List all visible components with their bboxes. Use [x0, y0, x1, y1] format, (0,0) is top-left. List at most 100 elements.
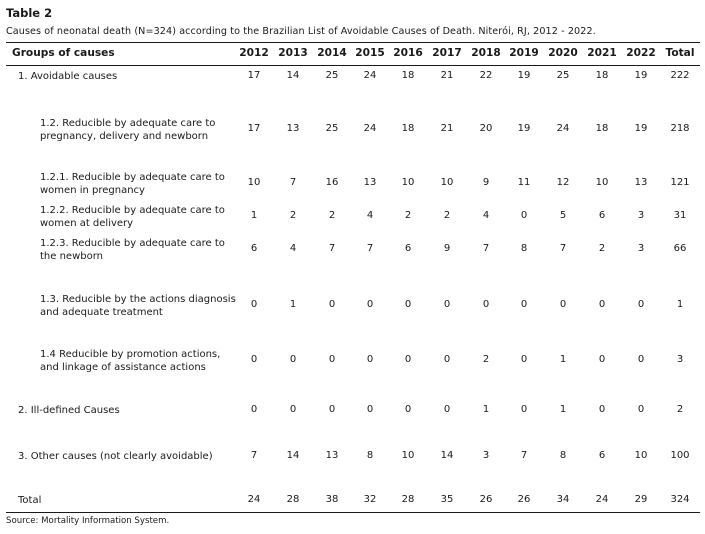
table-cell-2018: 4 — [482, 210, 490, 221]
table-cell-2022: 0 — [637, 404, 645, 415]
table-cell-2017: 9 — [443, 243, 451, 254]
table-cell-2015: 0 — [366, 354, 374, 365]
table-cell-2014: 38 — [325, 494, 339, 505]
table-cell-2015: 4 — [366, 210, 374, 221]
column-header-2022: 2022 — [626, 47, 656, 59]
table-cell-2021: 6 — [598, 210, 606, 221]
column-header-2014: 2014 — [317, 47, 347, 59]
table-cell-2012: 1 — [250, 210, 258, 221]
table-cell-2012: 24 — [247, 494, 261, 505]
table-cell-2014: 25 — [325, 123, 339, 134]
table-cell-2022: 3 — [637, 210, 645, 221]
source-note: Source: Mortality Information System. — [6, 516, 170, 526]
table-cell-2015: 24 — [363, 123, 377, 134]
table-cell-2022: 19 — [634, 123, 648, 134]
table-cell-2018: 20 — [479, 123, 493, 134]
row-label-line: 1.2.1. Reducible by adequate care to — [40, 172, 225, 183]
table-cell-2019: 0 — [520, 299, 528, 310]
row-label-line: women at delivery — [40, 218, 134, 229]
table-cell-2022: 13 — [634, 177, 648, 188]
row-label-line: 2. Ill-defined Causes — [18, 405, 120, 416]
row-label-line: the newborn — [40, 251, 103, 262]
column-header-2015: 2015 — [355, 47, 385, 59]
column-header-2020: 2020 — [548, 47, 578, 59]
header-row: Groups of causes 2012 2013 2014 2015 2016 201… — [0, 45, 705, 63]
table-cell-2019: 8 — [520, 243, 528, 254]
table-cell-2012: 17 — [247, 123, 261, 134]
table-cell-2016: 0 — [404, 404, 412, 415]
table-cell-2015: 0 — [366, 404, 374, 415]
table-cell-2012: 0 — [250, 299, 258, 310]
table-cell-total: 66 — [673, 243, 687, 254]
row-label: 3. Other causes (not clearly avoidable) — [18, 450, 213, 463]
table-cell-2020: 1 — [559, 354, 567, 365]
table-cell-2020: 12 — [556, 177, 570, 188]
row-label: 1.2.2. Reducible by adequate care to wome… — [40, 204, 225, 230]
table-cell-2019: 0 — [520, 404, 528, 415]
table-cell-2019: 19 — [517, 123, 531, 134]
row-label-line: Total — [18, 495, 42, 506]
table-cell-2018: 26 — [479, 494, 493, 505]
table-cell-2017: 21 — [440, 70, 454, 81]
table-cell-2017: 0 — [443, 404, 451, 415]
table-cell-total: 3 — [676, 354, 684, 365]
table-cell-2012: 6 — [250, 243, 258, 254]
table-cell-2022: 0 — [637, 354, 645, 365]
table-cell-2014: 13 — [325, 450, 339, 461]
table-cell-2015: 7 — [366, 243, 374, 254]
table-cell-2014: 16 — [325, 177, 339, 188]
table-cell-2017: 14 — [440, 450, 454, 461]
header-rule — [6, 65, 700, 66]
table-cell-2019: 11 — [517, 177, 531, 188]
table-cell-2013: 14 — [286, 450, 300, 461]
table-cell-2016: 18 — [401, 70, 415, 81]
table-cell-2019: 0 — [520, 354, 528, 365]
table-cell-2022: 3 — [637, 243, 645, 254]
table-cell-2020: 0 — [559, 299, 567, 310]
table-cell-2013: 14 — [286, 70, 300, 81]
row-label-line: 1.2.2. Reducible by adequate care to — [40, 205, 225, 216]
top-rule — [6, 42, 700, 43]
table-cell-2021: 24 — [595, 494, 609, 505]
table-cell-2020: 8 — [559, 450, 567, 461]
table-cell-2012: 0 — [250, 354, 258, 365]
table-cell-2021: 18 — [595, 70, 609, 81]
row-label-line: 1.2.3. Reducible by adequate care to — [40, 238, 225, 249]
table-cell-2016: 6 — [404, 243, 412, 254]
table-cell-2016: 0 — [404, 299, 412, 310]
table-cell-2016: 10 — [401, 450, 415, 461]
table-cell-2021: 10 — [595, 177, 609, 188]
row-label-line: pregnancy, delivery and newborn — [40, 131, 209, 142]
row-label-line: 1. Avoidable causes — [18, 71, 118, 82]
table-cell-2020: 25 — [556, 70, 570, 81]
table-cell-2017: 2 — [443, 210, 451, 221]
table-cell-2016: 0 — [404, 354, 412, 365]
row-label-line: women in pregnancy — [40, 185, 145, 196]
table-cell-2018: 1 — [482, 404, 490, 415]
column-header-2019: 2019 — [509, 47, 539, 59]
table-cell-2015: 32 — [363, 494, 377, 505]
table-cell-2016: 2 — [404, 210, 412, 221]
table-cell-2016: 10 — [401, 177, 415, 188]
table-cell-2015: 13 — [363, 177, 377, 188]
table-cell-2018: 3 — [482, 450, 490, 461]
table-cell-2022: 19 — [634, 70, 648, 81]
table-cell-2019: 26 — [517, 494, 531, 505]
table-cell-2013: 4 — [289, 243, 297, 254]
table-cell-total: 2 — [676, 404, 684, 415]
column-header-2018: 2018 — [471, 47, 501, 59]
row-label: 1.2. Reducible by adequate care to pregna… — [40, 117, 215, 143]
table-cell-2013: 0 — [289, 354, 297, 365]
table-cell-2022: 29 — [634, 494, 648, 505]
table-cell-total: 31 — [673, 210, 687, 221]
table-cell-2018: 22 — [479, 70, 493, 81]
table-cell-2014: 0 — [328, 404, 336, 415]
table-cell-2021: 2 — [598, 243, 606, 254]
table-cell-total: 218 — [670, 123, 690, 134]
table-cell-total: 121 — [670, 177, 690, 188]
table-cell-total: 100 — [670, 450, 690, 461]
row-label: 1.3. Reducible by the actions diagnosis a… — [40, 293, 236, 319]
row-label: 1.2.1. Reducible by adequate care to wome… — [40, 171, 225, 197]
column-header-total: Total — [665, 47, 695, 59]
table-cell-2015: 0 — [366, 299, 374, 310]
